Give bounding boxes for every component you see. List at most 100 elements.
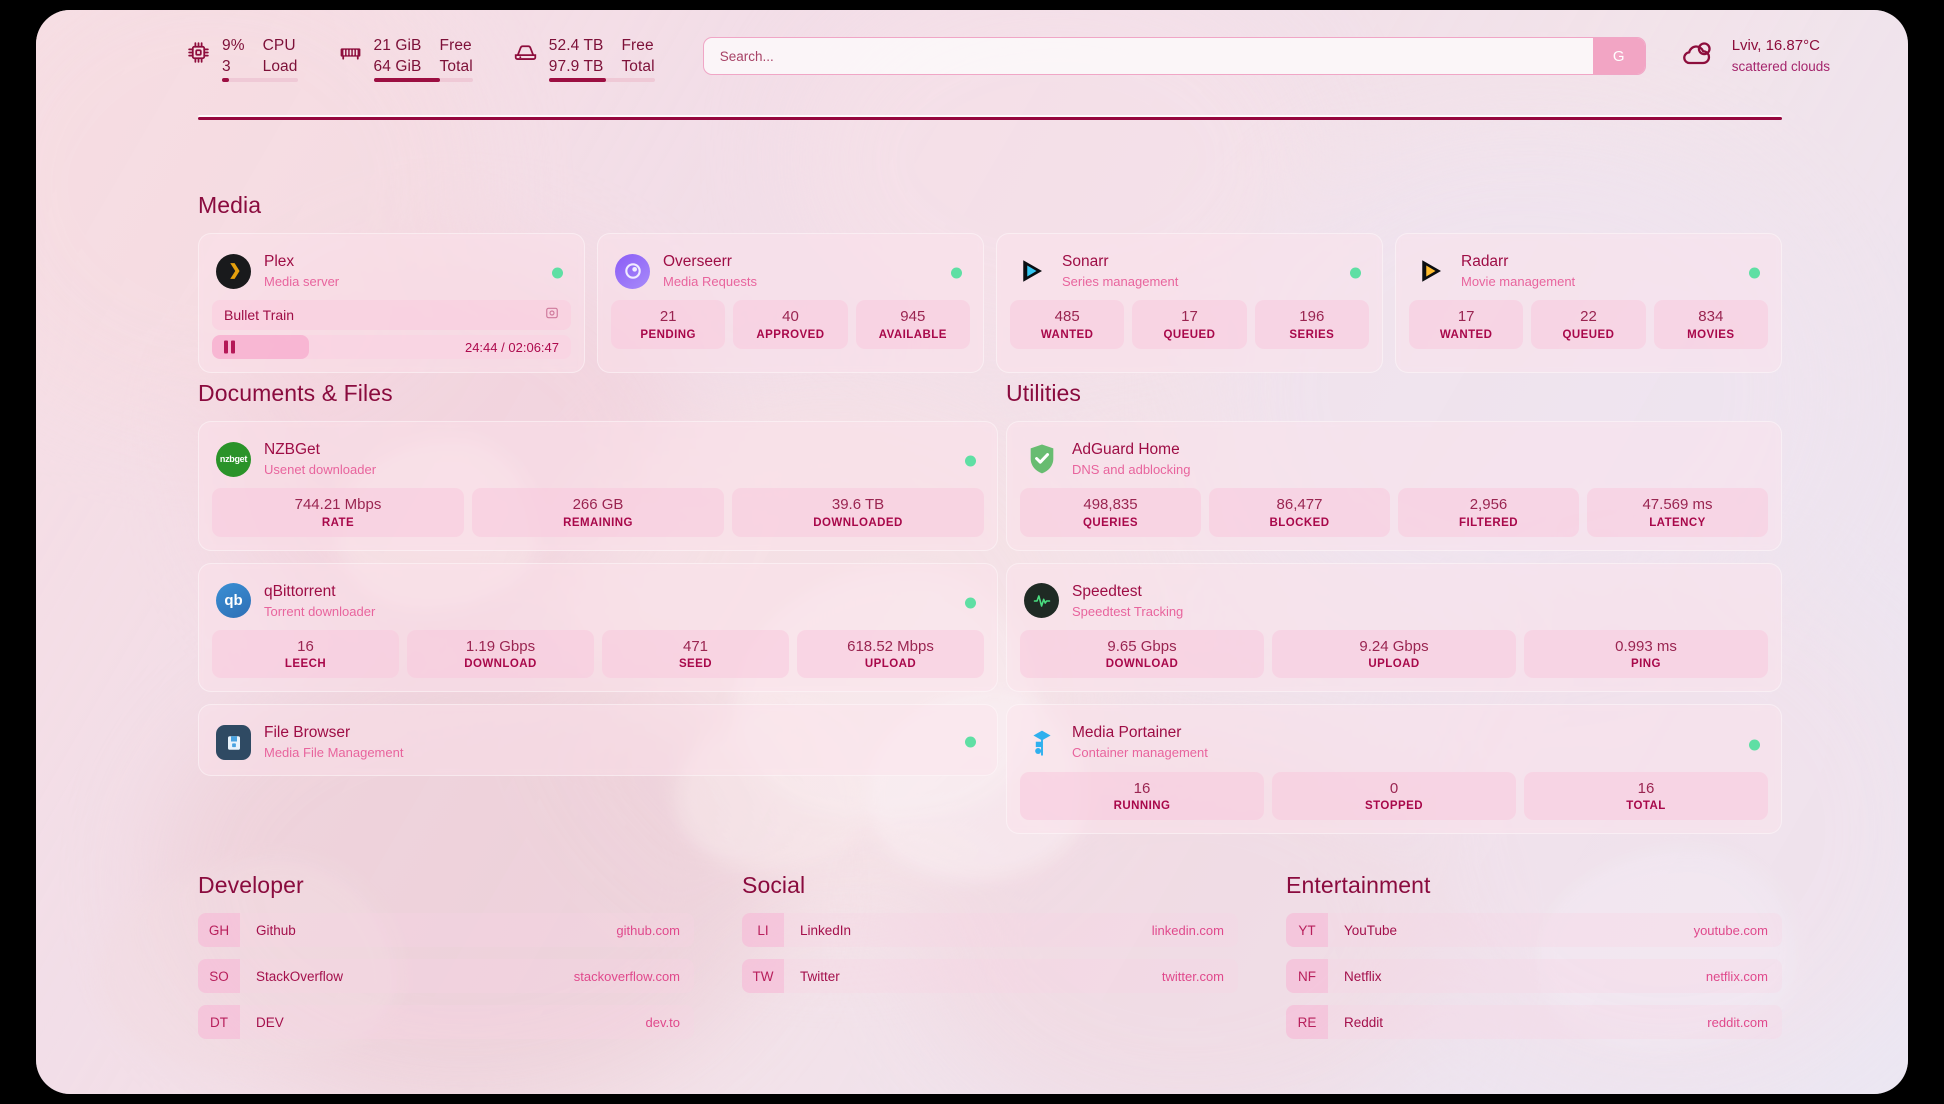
- stat-label: FILTERED: [1459, 516, 1518, 529]
- stat-label: BLOCKED: [1269, 516, 1330, 529]
- nzbget-stats: 744.21 Mbps RATE 266 GB REMAINING 39.6 T…: [212, 488, 984, 537]
- stat-label: RUNNING: [1113, 800, 1171, 813]
- stat-label: QUEUED: [1562, 328, 1615, 341]
- bookmark-item-netflix[interactable]: NF Netflix netflix.com: [1286, 959, 1782, 993]
- stat-label: UPLOAD: [1368, 658, 1420, 671]
- bookmark-abbr: SO: [198, 959, 240, 993]
- stat-value: 17: [1181, 308, 1198, 326]
- bookmark-item-twitter[interactable]: TW Twitter twitter.com: [742, 959, 1238, 993]
- bookmark-item-github[interactable]: GH Github github.com: [198, 913, 694, 947]
- bookmark-item-youtube[interactable]: YT YouTube youtube.com: [1286, 913, 1782, 947]
- media-section: Media Plex Media server: [198, 192, 1782, 374]
- stat-value: 39.6 TB: [831, 496, 885, 514]
- plex-desc: Media server: [264, 274, 340, 289]
- bookmark-abbr: GH: [198, 913, 240, 947]
- bookmark-item-stackoverflow[interactable]: SO StackOverflow stackoverflow.com: [198, 959, 694, 993]
- bookmark-url: netflix.com: [1705, 968, 1768, 984]
- bookmark-name: Twitter: [800, 968, 840, 984]
- plex-now-playing-title-row: Bullet Train: [212, 300, 571, 331]
- service-card-radarr[interactable]: Radarr Movie management 17 WANTED 22 QUE…: [1395, 233, 1782, 374]
- bookmark-url: github.com: [616, 922, 680, 938]
- stat-label: SEED: [678, 658, 713, 671]
- plex-playback-time: 24:44 / 02:06:47: [465, 340, 559, 355]
- bookmark-item-dev[interactable]: DT DEV dev.to: [198, 1005, 694, 1039]
- qbittorrent-icon: qb: [216, 583, 251, 619]
- stat-value: 196: [1299, 308, 1325, 326]
- service-card-speedtest[interactable]: Speedtest Speedtest Tracking 9.65 Gbps D…: [1006, 562, 1782, 693]
- bookmark-item-linkedin[interactable]: LI LinkedIn linkedin.com: [742, 913, 1238, 947]
- search-input[interactable]: [703, 38, 1593, 74]
- stat-label: RATE: [321, 516, 355, 529]
- cpu-usage-value: 9%: [222, 36, 245, 54]
- radarr-name: Radarr: [1461, 253, 1509, 270]
- bookmark-abbr: RE: [1286, 1005, 1328, 1039]
- stat-label: REMAINING: [563, 516, 633, 529]
- stat-upload: 9.24 Gbps UPLOAD: [1272, 630, 1516, 679]
- dashboard-page: 9% 3 CPU Load: [36, 10, 1908, 1094]
- cloud-icon: [1680, 39, 1718, 74]
- plex-elapsed: 24:44: [464, 339, 498, 355]
- stat-queries: 498,835 QUERIES: [1020, 488, 1201, 537]
- bookmark-group-title: Social: [742, 872, 806, 898]
- qbittorrent-status-badge: [965, 597, 976, 609]
- service-card-overseerr[interactable]: Overseerr Media Requests 21 PENDING 40 A…: [597, 233, 984, 374]
- plex-progress-bar[interactable]: 24:44 / 02:06:47: [212, 335, 571, 360]
- pause-icon[interactable]: [224, 340, 235, 354]
- qbittorrent-stats: 16 LEECH 1.19 Gbps DOWNLOAD 471 SEED 618…: [212, 630, 984, 679]
- service-card-sonarr[interactable]: Sonarr Series management 485 WANTED 17 Q…: [996, 233, 1383, 374]
- speedtest-name: Speedtest: [1072, 582, 1142, 600]
- service-card-nzbget[interactable]: nzbget NZBGet Usenet downloader 744.21 M…: [198, 421, 998, 551]
- search-engine-button[interactable]: G: [1592, 38, 1645, 74]
- sonarr-name: Sonarr: [1062, 253, 1109, 270]
- stat-value: 1.19 Gbps: [465, 638, 536, 656]
- memory-usage-bar: [373, 78, 473, 83]
- cast-icon[interactable]: [545, 306, 559, 325]
- memory-icon: [338, 40, 363, 70]
- bookmark-abbr: NF: [1286, 959, 1328, 993]
- disk-label-1: Free: [621, 36, 654, 54]
- dashboard-header: 9% 3 CPU Load: [36, 10, 1908, 122]
- stat-approved: 40 APPROVED: [733, 300, 848, 349]
- stat-label: WANTED: [1439, 328, 1493, 341]
- sonarr-status-badge: [1350, 267, 1361, 279]
- stat-latency: 47.569 ms LATENCY: [1587, 488, 1768, 537]
- speedtest-icon: [1024, 583, 1059, 619]
- search-bar[interactable]: G: [702, 37, 1646, 75]
- bookmark-url: reddit.com: [1707, 1014, 1768, 1030]
- stat-value: 40: [782, 308, 799, 326]
- stat-label: LEECH: [284, 658, 327, 671]
- stat-value: 834: [1698, 308, 1724, 326]
- stat-wanted: 485 WANTED: [1010, 300, 1125, 349]
- overseerr-name: Overseerr: [663, 253, 732, 270]
- stat-label: WANTED: [1040, 328, 1094, 341]
- stat-label: DOWNLOAD: [464, 658, 537, 671]
- weather-widget[interactable]: Lviv, 16.87°C scattered clouds: [1680, 35, 1846, 76]
- bookmark-name: LinkedIn: [800, 922, 852, 938]
- stat-queued: 17 QUEUED: [1132, 300, 1247, 349]
- bookmark-name: DEV: [256, 1014, 284, 1030]
- memory-free-value: 21 GiB: [373, 36, 422, 54]
- stat-value: 618.52 Mbps: [847, 638, 934, 656]
- disk-stat: 52.4 TB 97.9 TB Free Total: [513, 35, 669, 83]
- service-card-filebrowser[interactable]: File Browser Media File Management: [198, 704, 998, 776]
- stat-value: 86,477: [1276, 496, 1323, 514]
- service-card-qbittorrent[interactable]: qb qBittorrent Torrent downloader 16 LEE…: [198, 562, 998, 693]
- stat-series: 196 SERIES: [1254, 300, 1369, 349]
- cpu-stat: 9% 3 CPU Load: [186, 35, 312, 83]
- service-card-plex[interactable]: Plex Media server Bullet Train: [198, 233, 585, 374]
- stat-label: DOWNLOAD: [1105, 658, 1179, 671]
- adguard-icon: [1024, 442, 1059, 477]
- bookmark-group-title: Developer: [198, 872, 304, 898]
- disk-icon: [513, 40, 538, 70]
- service-card-adguard[interactable]: AdGuard Home DNS and adblocking 498,835 …: [1006, 421, 1782, 551]
- adguard-name: AdGuard Home: [1072, 441, 1180, 458]
- bookmark-item-reddit[interactable]: RE Reddit reddit.com: [1286, 1005, 1782, 1039]
- weather-location-temp: Lviv, 16.87°C: [1731, 37, 1820, 55]
- stat-value: 485: [1054, 308, 1080, 326]
- filebrowser-name: File Browser: [264, 724, 351, 742]
- service-card-portainer[interactable]: Media Portainer Container management 16 …: [1006, 704, 1782, 835]
- stat-value: 471: [682, 638, 709, 656]
- plex-now-playing-title: Bullet Train: [224, 307, 295, 324]
- nzbget-name: NZBGet: [264, 441, 320, 458]
- overseerr-status-badge: [951, 267, 962, 279]
